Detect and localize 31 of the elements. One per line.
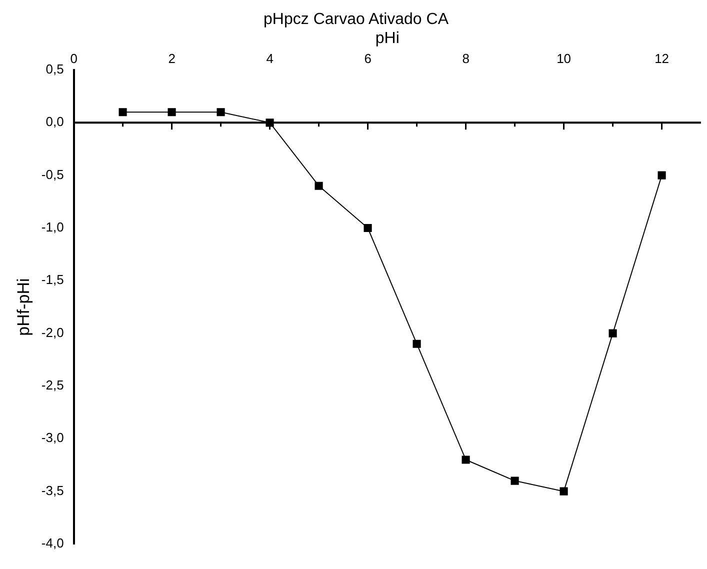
x-axis-title: pHi xyxy=(375,30,400,48)
x-tick-label: 0 xyxy=(70,50,78,66)
point xyxy=(560,487,568,496)
y-tick-label: -2,5 xyxy=(41,378,64,393)
point xyxy=(364,224,372,232)
point xyxy=(314,182,323,190)
point xyxy=(216,108,225,116)
point xyxy=(608,329,617,338)
y-tick-label: -2,0 xyxy=(41,324,64,340)
x-tick-label: 6 xyxy=(364,50,372,66)
point xyxy=(658,171,666,180)
x-tick-label: 10 xyxy=(556,50,572,66)
point xyxy=(412,340,421,348)
y-tick-label: 0,5 xyxy=(46,62,64,77)
y-tick-label: -0,5 xyxy=(41,166,64,182)
x-tick-label: 8 xyxy=(462,50,470,66)
y-tick-label: -3,0 xyxy=(41,430,64,446)
y-tick-label: -1,5 xyxy=(41,272,64,288)
y-axis-title: pHf-pHi xyxy=(14,278,33,336)
y-tick-label: -1,0 xyxy=(41,220,64,235)
y-tick-label: -3,5 xyxy=(41,482,64,498)
point xyxy=(510,476,519,485)
point xyxy=(118,108,127,116)
point xyxy=(168,108,176,116)
x-tick-label: 2 xyxy=(168,50,176,66)
x-tick-label: 4 xyxy=(266,50,274,66)
x-tick-label: 12 xyxy=(654,50,670,66)
point xyxy=(462,456,470,464)
y-tick-label: -4,0 xyxy=(41,536,64,551)
y-tick-label: 0,0 xyxy=(46,114,64,130)
chart-title: pHpcz Carvao Ativado CA xyxy=(264,11,449,28)
